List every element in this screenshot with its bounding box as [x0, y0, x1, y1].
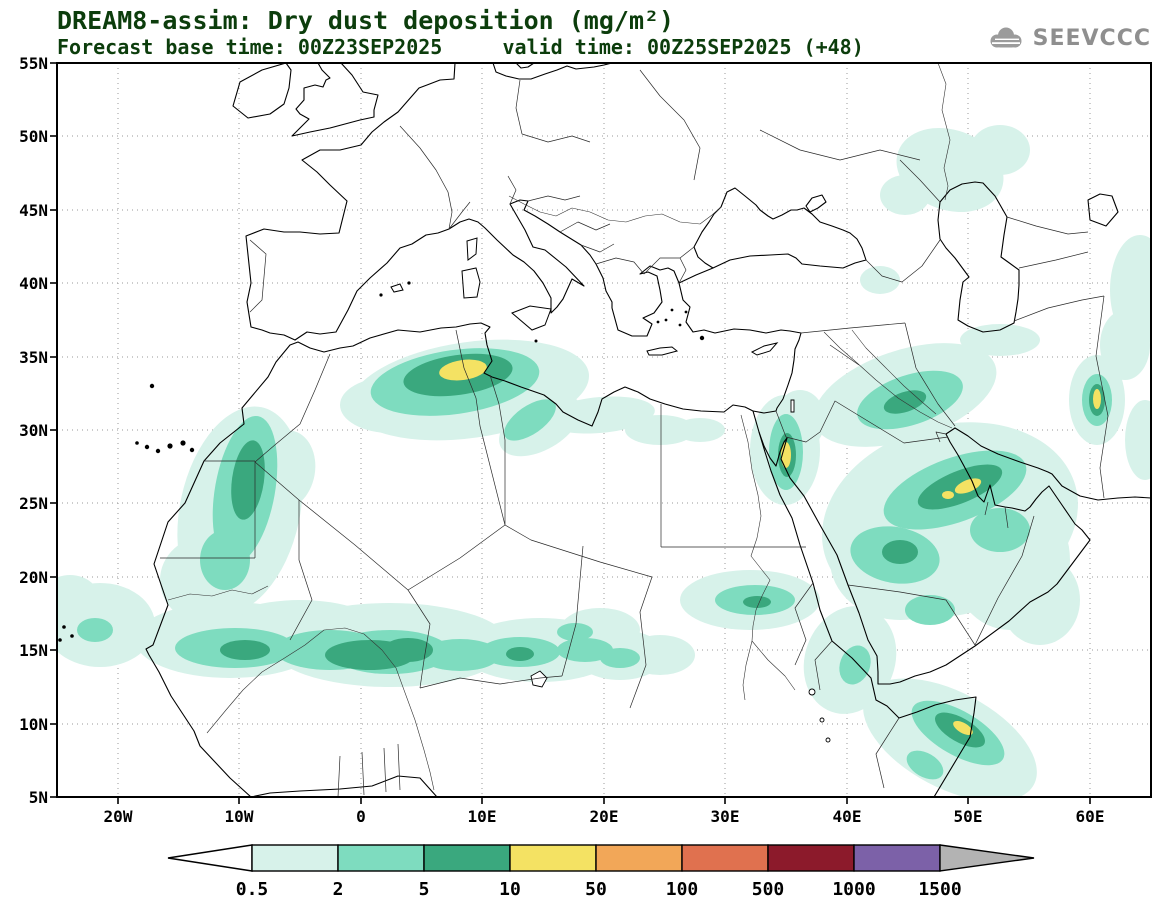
island-sardinia	[461, 267, 481, 299]
lat-label: 30N	[19, 421, 48, 440]
colorbar-tick: 100	[666, 879, 699, 900]
river-danube	[508, 195, 722, 225]
lon-label: 50E	[954, 807, 983, 826]
colorbar-tick: 5	[419, 879, 430, 900]
colorbar-seg-1000-1500	[853, 844, 941, 872]
island-crete	[646, 346, 679, 356]
lake-chad	[530, 670, 548, 688]
colorbar-tick: 1000	[832, 879, 875, 900]
lat-label: 15N	[19, 641, 48, 660]
colorbar-seg-100-500	[681, 844, 769, 872]
colorbar-tick: 500	[752, 879, 785, 900]
coastline-azov-sea	[805, 194, 827, 213]
coastline-sinai	[752, 410, 788, 467]
chart-title: DREAM8-assim: Dry dust deposition (mg/m²…	[57, 6, 675, 35]
coastline-black-sea	[693, 187, 867, 269]
colorbar: 0.5 2 5 10 50 100 500 1000 1500	[167, 844, 1035, 900]
island-sicily	[511, 305, 552, 331]
lat-label: 40N	[19, 274, 48, 293]
lake-tana	[808, 688, 816, 696]
lat-label: 5N	[29, 788, 48, 807]
lon-label: 20E	[590, 807, 619, 826]
coastline-south-europe	[294, 199, 680, 341]
coastline-africa	[145, 322, 977, 797]
colorbar-seg-500-1000	[767, 844, 855, 872]
colorbar-seg-10-50	[509, 844, 597, 872]
seevccc-logo: SEEVCCC	[985, 24, 1151, 52]
coastline-britain	[291, 63, 379, 137]
coastline-iberia-france	[245, 63, 456, 341]
chart-subtitle: Forecast base time: 00Z23SEP2025 valid t…	[57, 35, 864, 59]
colorbar-tick: 1500	[918, 879, 961, 900]
island-mallorca	[390, 283, 404, 293]
rivers	[167, 63, 953, 791]
river-nile	[740, 414, 796, 701]
dust-shading	[57, 125, 1151, 797]
lat-label: 10N	[19, 715, 48, 734]
coastline-iran-south	[954, 427, 1151, 501]
lon-label: 60E	[1076, 807, 1105, 826]
colorbar-tick: 2	[333, 879, 344, 900]
lat-label: 25N	[19, 494, 48, 513]
colorbar-tick: 50	[585, 879, 607, 900]
river-volga	[937, 63, 951, 201]
island-corsica	[466, 237, 478, 261]
colorbar-tick: 10	[499, 879, 521, 900]
lakes	[530, 399, 831, 743]
lat-label: 45N	[19, 201, 48, 220]
lat-axis-labels: 55N 50N 45N 40N 35N 30N 25N 20N 15N 10N …	[19, 54, 48, 807]
lat-label: 50N	[19, 127, 48, 146]
colorbar-seg-0p5-2	[251, 844, 339, 872]
colorbar-tick: 0.5	[236, 879, 269, 900]
geography	[58, 63, 1151, 797]
lon-axis-labels: 20W 10W 0 10E 20E 30E 40E 50E 60E	[104, 807, 1105, 826]
coastline-baltic	[492, 63, 613, 80]
colorbar-arrow-right	[939, 844, 1035, 872]
colorbar-seg-5-10	[423, 844, 511, 872]
coastline-ireland	[232, 63, 292, 119]
islands	[58, 237, 779, 642]
axis-ticks	[50, 62, 1091, 804]
river-tigris	[851, 329, 937, 415]
river-senegal	[167, 585, 269, 601]
lat-label: 35N	[19, 348, 48, 367]
country-borders	[160, 69, 1109, 797]
lon-label: 40E	[833, 807, 862, 826]
coastline-levant-turkey	[678, 282, 802, 412]
river-euphrates	[823, 331, 953, 429]
lat-label: 20N	[19, 568, 48, 587]
coastlines	[145, 63, 1151, 797]
lon-label: 0	[356, 807, 366, 826]
lon-label: 10E	[468, 807, 497, 826]
colorbar-seg-2-5	[337, 844, 425, 872]
river-niger	[206, 627, 435, 791]
rift-lake-2	[825, 737, 831, 743]
island-cyprus	[750, 342, 779, 356]
coastline-aral	[1087, 193, 1119, 227]
colorbar-seg-50-100	[595, 844, 683, 872]
lon-label: 10W	[225, 807, 254, 826]
coastline-arabia	[780, 427, 1091, 685]
coastline-caspian-sea	[937, 181, 1020, 333]
rift-lake-1	[819, 717, 825, 723]
logo-text: SEEVCCC	[1032, 25, 1151, 51]
lat-label: 55N	[19, 54, 48, 73]
cloud-icon	[990, 27, 1022, 48]
small-islands	[58, 281, 705, 642]
dead-sea	[790, 399, 795, 413]
lon-label: 30E	[711, 807, 740, 826]
lon-label: 20W	[104, 807, 133, 826]
colorbar-arrow-left	[167, 844, 253, 872]
coastline-bosphorus	[678, 267, 714, 284]
